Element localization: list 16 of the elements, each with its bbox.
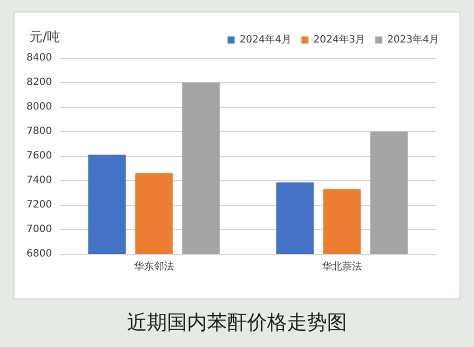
- y-tick-label: 8000: [26, 102, 52, 112]
- text: 近期国内苯酐价格走势图: [127, 310, 347, 334]
- y-axis-title: 元/吨: [30, 30, 60, 45]
- y-tick-label: 8200: [26, 77, 52, 88]
- legend-label: 2024年4月: [240, 34, 292, 46]
- legend-label: 2023年4月: [387, 34, 439, 46]
- y-tick-label: 7200: [26, 200, 52, 210]
- x-tick-label: 华北萘法: [322, 260, 362, 272]
- y-tick-label: 6800: [26, 248, 52, 260]
- y-tick-label: 7600: [26, 150, 52, 162]
- y-tick-label: 7800: [26, 126, 52, 137]
- y-tick-label: 8400: [26, 52, 52, 64]
- x-tick-label: 华东邻法: [134, 260, 174, 272]
- y-tick-label: 7400: [26, 175, 52, 186]
- y-tick-label: 7000: [26, 224, 52, 235]
- legend-label: 2024年3月: [313, 34, 366, 46]
